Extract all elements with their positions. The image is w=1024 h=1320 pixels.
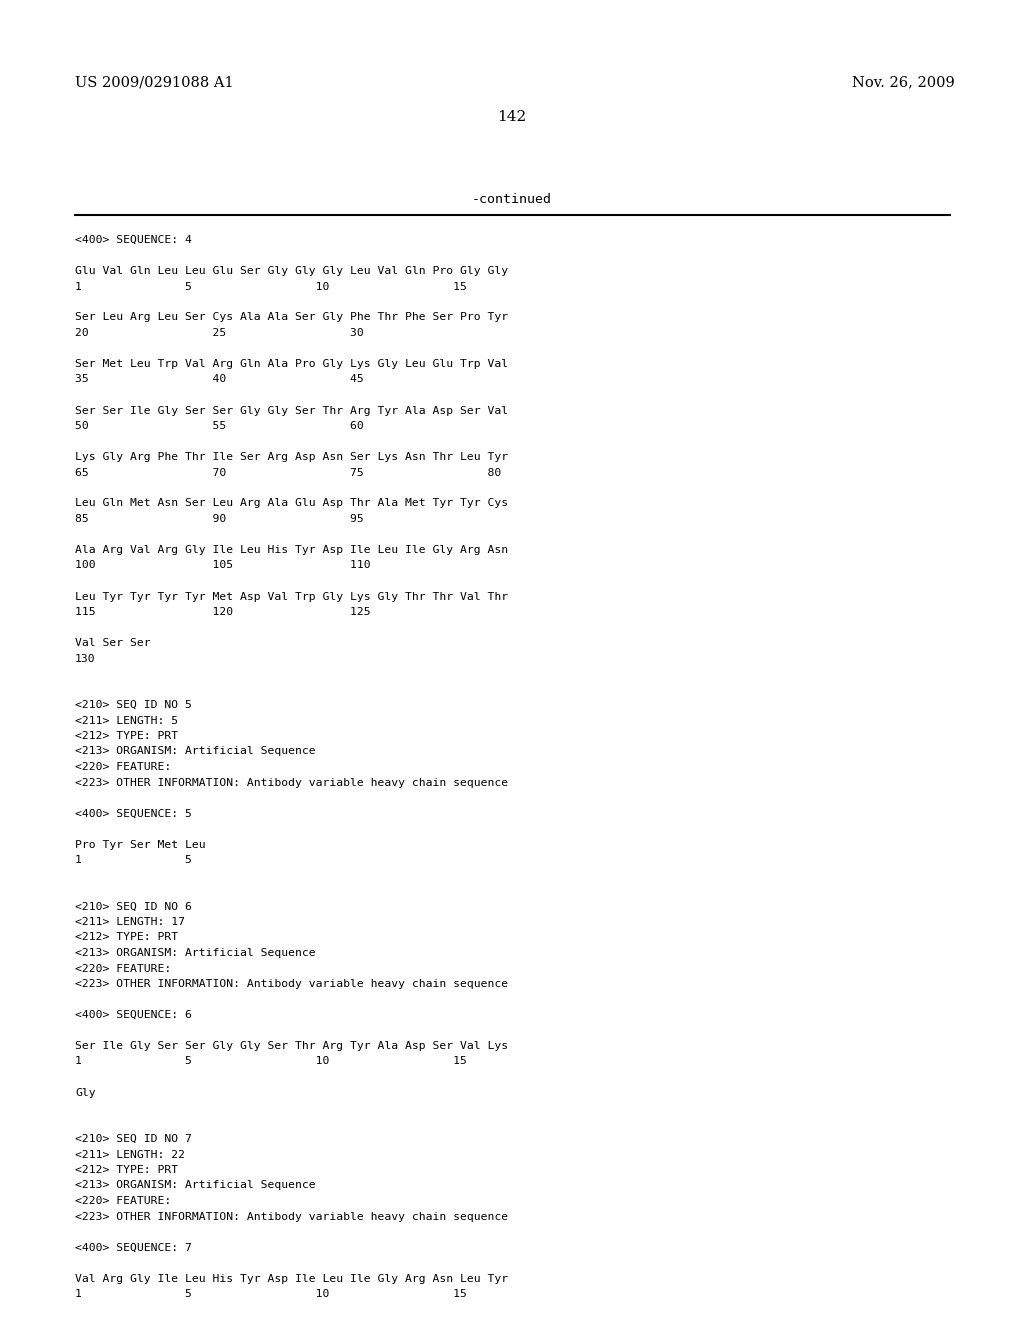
Text: Gly: Gly [75,1088,95,1097]
Text: Leu Gln Met Asn Ser Leu Arg Ala Glu Asp Thr Ala Met Tyr Tyr Cys: Leu Gln Met Asn Ser Leu Arg Ala Glu Asp … [75,499,508,508]
Text: <211> LENGTH: 17: <211> LENGTH: 17 [75,917,185,927]
Text: Lys Gly Arg Phe Thr Ile Ser Arg Asp Asn Ser Lys Asn Thr Leu Tyr: Lys Gly Arg Phe Thr Ile Ser Arg Asp Asn … [75,451,508,462]
Text: Ser Met Leu Trp Val Arg Gln Ala Pro Gly Lys Gly Leu Glu Trp Val: Ser Met Leu Trp Val Arg Gln Ala Pro Gly … [75,359,508,370]
Text: Glu Val Gln Leu Leu Glu Ser Gly Gly Gly Leu Val Gln Pro Gly Gly: Glu Val Gln Leu Leu Glu Ser Gly Gly Gly … [75,267,508,276]
Text: 65                  70                  75                  80: 65 70 75 80 [75,467,502,478]
Text: 1               5: 1 5 [75,855,191,865]
Text: -continued: -continued [472,193,552,206]
Text: Ala Arg Val Arg Gly Ile Leu His Tyr Asp Ile Leu Ile Gly Arg Asn: Ala Arg Val Arg Gly Ile Leu His Tyr Asp … [75,545,508,554]
Text: 20                  25                  30: 20 25 30 [75,327,364,338]
Text: 1               5                  10                  15: 1 5 10 15 [75,1056,467,1067]
Text: <210> SEQ ID NO 7: <210> SEQ ID NO 7 [75,1134,191,1144]
Text: <212> TYPE: PRT: <212> TYPE: PRT [75,731,178,741]
Text: Ser Ser Ile Gly Ser Ser Gly Gly Ser Thr Arg Tyr Ala Asp Ser Val: Ser Ser Ile Gly Ser Ser Gly Gly Ser Thr … [75,405,508,416]
Text: <400> SEQUENCE: 4: <400> SEQUENCE: 4 [75,235,191,246]
Text: 100                 105                 110: 100 105 110 [75,561,371,570]
Text: <223> OTHER INFORMATION: Antibody variable heavy chain sequence: <223> OTHER INFORMATION: Antibody variab… [75,979,508,989]
Text: <211> LENGTH: 22: <211> LENGTH: 22 [75,1150,185,1159]
Text: 142: 142 [498,110,526,124]
Text: <400> SEQUENCE: 5: <400> SEQUENCE: 5 [75,808,191,818]
Text: Val Ser Ser: Val Ser Ser [75,638,151,648]
Text: <210> SEQ ID NO 5: <210> SEQ ID NO 5 [75,700,191,710]
Text: 130: 130 [75,653,95,664]
Text: Ser Ile Gly Ser Ser Gly Gly Ser Thr Arg Tyr Ala Asp Ser Val Lys: Ser Ile Gly Ser Ser Gly Gly Ser Thr Arg … [75,1041,508,1051]
Text: Pro Tyr Ser Met Leu: Pro Tyr Ser Met Leu [75,840,206,850]
Text: <212> TYPE: PRT: <212> TYPE: PRT [75,1166,178,1175]
Text: <212> TYPE: PRT: <212> TYPE: PRT [75,932,178,942]
Text: <223> OTHER INFORMATION: Antibody variable heavy chain sequence: <223> OTHER INFORMATION: Antibody variab… [75,1212,508,1221]
Text: <220> FEATURE:: <220> FEATURE: [75,964,171,974]
Text: 35                  40                  45: 35 40 45 [75,375,364,384]
Text: Leu Tyr Tyr Tyr Tyr Met Asp Val Trp Gly Lys Gly Thr Thr Val Thr: Leu Tyr Tyr Tyr Tyr Met Asp Val Trp Gly … [75,591,508,602]
Text: <220> FEATURE:: <220> FEATURE: [75,762,171,772]
Text: <213> ORGANISM: Artificial Sequence: <213> ORGANISM: Artificial Sequence [75,747,315,756]
Text: 50                  55                  60: 50 55 60 [75,421,364,432]
Text: Ser Leu Arg Leu Ser Cys Ala Ala Ser Gly Phe Thr Phe Ser Pro Tyr: Ser Leu Arg Leu Ser Cys Ala Ala Ser Gly … [75,313,508,322]
Text: <213> ORGANISM: Artificial Sequence: <213> ORGANISM: Artificial Sequence [75,1180,315,1191]
Text: 115                 120                 125: 115 120 125 [75,607,371,616]
Text: <210> SEQ ID NO 6: <210> SEQ ID NO 6 [75,902,191,912]
Text: US 2009/0291088 A1: US 2009/0291088 A1 [75,75,233,88]
Text: 1               5                  10                  15: 1 5 10 15 [75,1290,467,1299]
Text: <223> OTHER INFORMATION: Antibody variable heavy chain sequence: <223> OTHER INFORMATION: Antibody variab… [75,777,508,788]
Text: <220> FEATURE:: <220> FEATURE: [75,1196,171,1206]
Text: Val Arg Gly Ile Leu His Tyr Asp Ile Leu Ile Gly Arg Asn Leu Tyr: Val Arg Gly Ile Leu His Tyr Asp Ile Leu … [75,1274,508,1283]
Text: <400> SEQUENCE: 7: <400> SEQUENCE: 7 [75,1242,191,1253]
Text: <213> ORGANISM: Artificial Sequence: <213> ORGANISM: Artificial Sequence [75,948,315,958]
Text: 85                  90                  95: 85 90 95 [75,513,364,524]
Text: <211> LENGTH: 5: <211> LENGTH: 5 [75,715,178,726]
Text: Nov. 26, 2009: Nov. 26, 2009 [852,75,955,88]
Text: <400> SEQUENCE: 6: <400> SEQUENCE: 6 [75,1010,191,1020]
Text: 1               5                  10                  15: 1 5 10 15 [75,281,467,292]
